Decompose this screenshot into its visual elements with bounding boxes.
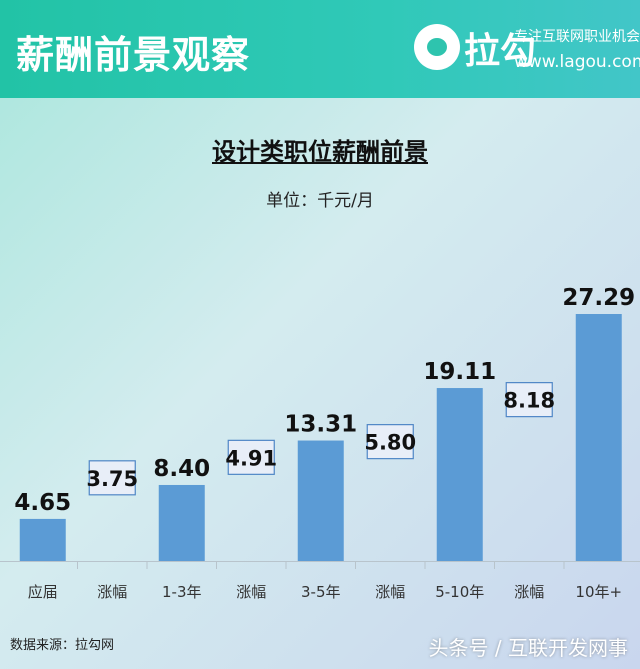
increase-box — [88, 460, 136, 496]
site-url: www.lagou.com — [514, 52, 640, 72]
data-label: 27.29 — [562, 285, 635, 311]
category-label: 涨幅 — [375, 583, 405, 601]
bar — [19, 518, 66, 561]
slogan: 专注互联网职业机会 — [514, 29, 640, 45]
bar — [297, 440, 344, 561]
data-label: 8.40 — [153, 456, 210, 482]
category-label: 应届 — [28, 583, 58, 601]
watermark: 头条号 / 互联开发网事 — [428, 636, 628, 660]
category-label: 涨幅 — [236, 583, 266, 601]
header-banner: 薪酬前景观察 拉勾 专注互联网职业机会 www.lagou.com — [0, 0, 640, 98]
bar — [436, 388, 483, 561]
increase-label: 4.91 — [225, 446, 277, 470]
increase-box — [227, 439, 275, 475]
category-label: 10年+ — [575, 583, 622, 601]
data-label: 4.65 — [14, 490, 71, 516]
data-label: 19.11 — [423, 359, 496, 385]
increase-box — [366, 424, 414, 460]
increase-box — [505, 382, 553, 418]
category-label: 5-10年 — [435, 583, 484, 601]
category-label: 涨幅 — [97, 583, 127, 601]
lagou-logo-icon — [414, 24, 460, 70]
increase-label: 3.75 — [86, 467, 138, 491]
bar — [575, 314, 622, 561]
data-label: 13.31 — [284, 412, 357, 438]
increase-label: 8.18 — [503, 389, 555, 413]
chart-title: 设计类职位薪酬前景 — [212, 138, 428, 166]
data-source: 数据来源：拉勾网 — [10, 638, 115, 653]
page-title: 薪酬前景观察 — [16, 33, 251, 77]
increase-label: 5.80 — [364, 431, 416, 455]
logo-text: 拉勾 — [464, 31, 537, 72]
bar — [158, 484, 205, 561]
chart-subtitle: 单位：千元/月 — [266, 191, 374, 211]
category-label: 1-3年 — [162, 583, 202, 601]
category-label: 3-5年 — [301, 583, 341, 601]
category-label: 涨幅 — [514, 583, 544, 601]
